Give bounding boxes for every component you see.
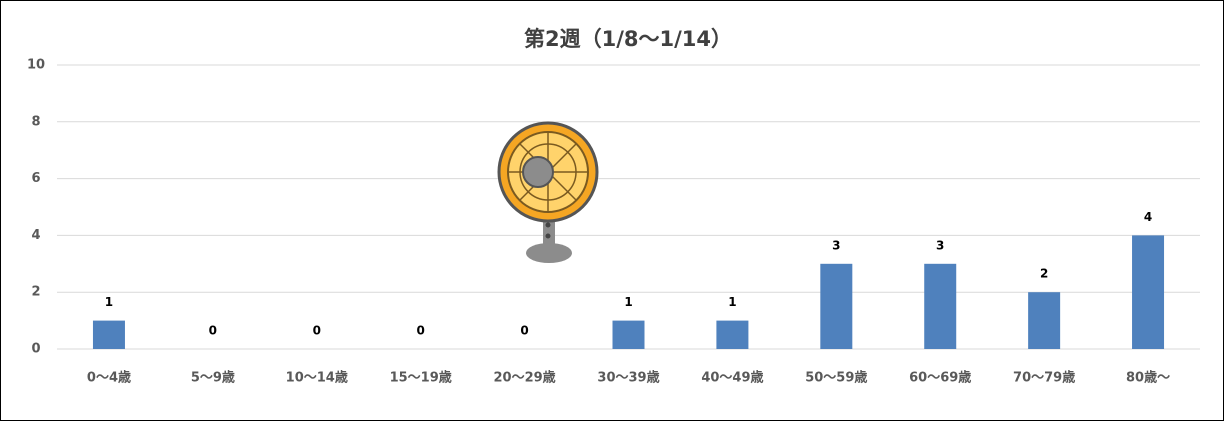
x-tick-label: 15～19歳 [390, 370, 452, 386]
data-label: 0 [313, 324, 321, 338]
y-tick-label: 0 [31, 342, 40, 357]
x-tick-label: 30～39歳 [597, 370, 659, 386]
data-label: 0 [209, 324, 217, 338]
x-tick-label: 0～4歳 [87, 370, 131, 386]
bar [924, 263, 957, 349]
data-label: 1 [728, 295, 736, 309]
data-label: 3 [832, 238, 840, 252]
x-tick-label: 70～79歳 [1013, 370, 1075, 386]
bar [612, 320, 645, 349]
x-tick-label: 80歳～ [1126, 370, 1170, 386]
heater-icon [497, 121, 599, 263]
y-tick-label: 4 [31, 228, 40, 243]
x-tick-label: 10～14歳 [286, 370, 348, 386]
data-label: 1 [624, 295, 632, 309]
x-tick-label: 20～29歳 [493, 370, 555, 386]
bar [820, 263, 853, 349]
x-tick-label: 60～69歳 [909, 370, 971, 386]
data-label: 2 [1040, 267, 1048, 281]
y-tick-label: 8 [31, 114, 40, 129]
bar [716, 320, 749, 349]
data-label: 0 [520, 324, 528, 338]
x-tick-label: 40～49歳 [701, 370, 763, 386]
data-label: 3 [936, 238, 944, 252]
y-tick-label: 10 [27, 58, 45, 73]
bar [1132, 235, 1165, 349]
data-label: 0 [417, 324, 425, 338]
data-label: 1 [105, 295, 113, 309]
x-tick-label: 5～9歳 [191, 370, 235, 386]
y-tick-label: 2 [31, 285, 40, 300]
data-label: 4 [1144, 210, 1152, 224]
chart-title: 第2週（1/8～1/14） [524, 27, 732, 51]
bar [1028, 292, 1061, 349]
x-tick-label: 50～59歳 [805, 370, 867, 386]
bar [92, 320, 125, 349]
y-tick-label: 6 [31, 171, 40, 186]
